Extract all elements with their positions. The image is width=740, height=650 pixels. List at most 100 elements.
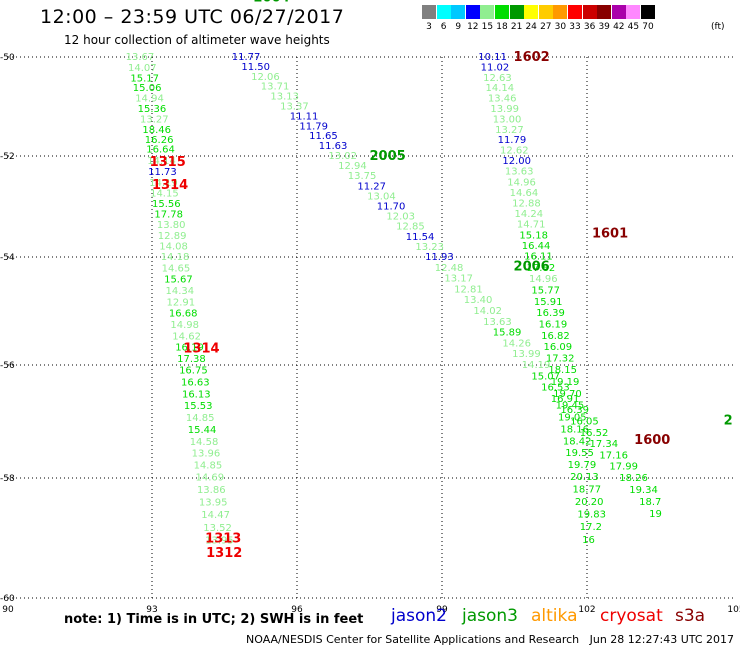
- swh-value: 13.13: [270, 92, 299, 103]
- swh-value: 11.79: [498, 135, 527, 146]
- swh-value: 17.2: [580, 522, 602, 533]
- swh-value: 15.17: [130, 73, 159, 84]
- swh-value: 16.64: [146, 145, 175, 156]
- pass-time-label: 1601: [592, 226, 628, 241]
- swh-value: 12.85: [396, 222, 425, 233]
- pass-time-label: 1602: [514, 50, 550, 65]
- swh-value: 13.99: [512, 349, 541, 360]
- axis-ticks: 90 93 96 99 102 105 -50 -52 -54 -56 -58 -60: [0, 53, 740, 615]
- swh-value: 18.42: [563, 436, 592, 447]
- colorbar-swatch: [465, 5, 480, 19]
- colorbar-swatch: [568, 5, 582, 19]
- colorbar-label: 21: [510, 22, 523, 32]
- swh-value: 14.14: [486, 83, 515, 94]
- swh-value: 19.19: [551, 377, 580, 388]
- swh-value: 14.15: [150, 188, 179, 199]
- colorbar-label: 39: [598, 22, 610, 32]
- colorbar-label: 27: [540, 22, 552, 32]
- swh-value: 16.63: [181, 378, 210, 389]
- swh-value: 20.20: [575, 497, 604, 508]
- legend-cryosat: cryosat: [600, 606, 663, 626]
- pass-time-label: 1314: [152, 178, 188, 193]
- swh-value: 17.82: [527, 263, 556, 274]
- colorbar-label: 42: [613, 22, 625, 32]
- colorbar-swatch: [436, 5, 451, 19]
- swh-value: 15.91: [534, 297, 563, 308]
- colorbar-label: 3: [426, 22, 432, 32]
- pass-time-label: 2005: [370, 149, 406, 164]
- swh-value: 14.07: [128, 63, 157, 74]
- colorbar-label: 33: [569, 22, 581, 32]
- pass-time-label: 1600: [634, 433, 670, 448]
- swh-value: 12.91: [167, 297, 196, 308]
- swh-value: 12.62: [500, 146, 529, 157]
- swh-value: 15.53: [184, 401, 213, 412]
- swh-value: 11.65: [309, 131, 338, 142]
- colorbar-label: 9: [455, 22, 462, 32]
- pass-time-label: 2004: [254, 0, 290, 5]
- swh-value: 14.24: [515, 209, 544, 220]
- swh-value: 16.68: [169, 309, 198, 320]
- swh-value: 17.34: [589, 439, 618, 450]
- pass-time-label: 2006: [514, 260, 550, 275]
- swh-value: 10.11: [478, 52, 507, 63]
- chart-subtitle: 12 hour collection of altimeter wave hei…: [64, 33, 330, 47]
- swh-value: 18.7: [639, 497, 661, 508]
- colorbar-swatch: [611, 5, 626, 19]
- swh-value: 13.52: [203, 523, 232, 534]
- chart-title: 12:00 – 23:59 UTC 06/27/2017: [40, 6, 345, 28]
- colorbar-swatch: [553, 5, 568, 19]
- swh-value: 16.75: [179, 366, 208, 377]
- swh-value: 13.04: [367, 191, 396, 202]
- swh-value: 15.77: [531, 285, 560, 296]
- swh-value: 17.32: [546, 354, 575, 365]
- swh-value: 15.89: [493, 328, 522, 339]
- swh-value: 19.70: [553, 389, 582, 400]
- swh-value: 13.67: [126, 52, 155, 63]
- colorbar-label: 36: [583, 22, 596, 32]
- swh-value: 15.36: [138, 104, 167, 115]
- swh-value: 19.83: [577, 510, 606, 521]
- swh-value: 12.94: [338, 161, 367, 172]
- swh-value: 11.77: [232, 52, 261, 63]
- swh-value: 13.27: [495, 125, 524, 136]
- swh-value: 14.19: [522, 360, 551, 371]
- swh-value: 16.13: [182, 389, 211, 400]
- swh-value: 12.03: [386, 212, 415, 223]
- swh-value: 16.09: [544, 342, 573, 353]
- pass-time-label: 1313: [205, 532, 241, 547]
- swh-value: 11.11: [290, 111, 319, 122]
- y-tick-label: -50: [0, 53, 15, 63]
- colorbar-swatch: [582, 5, 597, 19]
- swh-value: 16.19: [175, 343, 204, 354]
- swh-value: 16.39: [560, 405, 589, 416]
- swh-value: 16.11: [524, 251, 553, 262]
- swh-value: 13.46: [488, 94, 517, 105]
- swh-value: 11.63: [319, 141, 348, 152]
- swh-value: 16.26: [145, 135, 174, 146]
- colorbar-swatch: [422, 5, 436, 19]
- colorbar-label: 15: [481, 22, 494, 32]
- swh-value: 11.93: [425, 252, 454, 263]
- swh-value: 12.63: [483, 73, 512, 84]
- colorbar-swatch: [524, 5, 539, 19]
- x-tick-label: 90: [2, 605, 14, 615]
- pass-time-label: 1314: [183, 341, 219, 356]
- swh-value: 12.89: [158, 231, 187, 242]
- colorbar-swatch: [495, 5, 509, 19]
- legend-s3a: s3a: [675, 606, 706, 626]
- swh-value: 15.18: [519, 230, 548, 241]
- swh-value: 19.45: [556, 401, 585, 412]
- swh-value: 18.77: [573, 484, 602, 495]
- grid: [8, 56, 736, 599]
- colorbar-label: 45: [627, 22, 640, 32]
- swh-value: 13.23: [415, 242, 444, 253]
- swh-value: 16.52: [580, 428, 609, 439]
- swh-value: 19: [649, 509, 662, 520]
- x-tick-label: 93: [146, 605, 157, 615]
- swh-value: 13.27: [140, 114, 169, 125]
- colorbar-unit: (ft): [711, 22, 725, 32]
- swh-value: 12.88: [512, 198, 541, 209]
- swh-value: 14.58: [190, 437, 219, 448]
